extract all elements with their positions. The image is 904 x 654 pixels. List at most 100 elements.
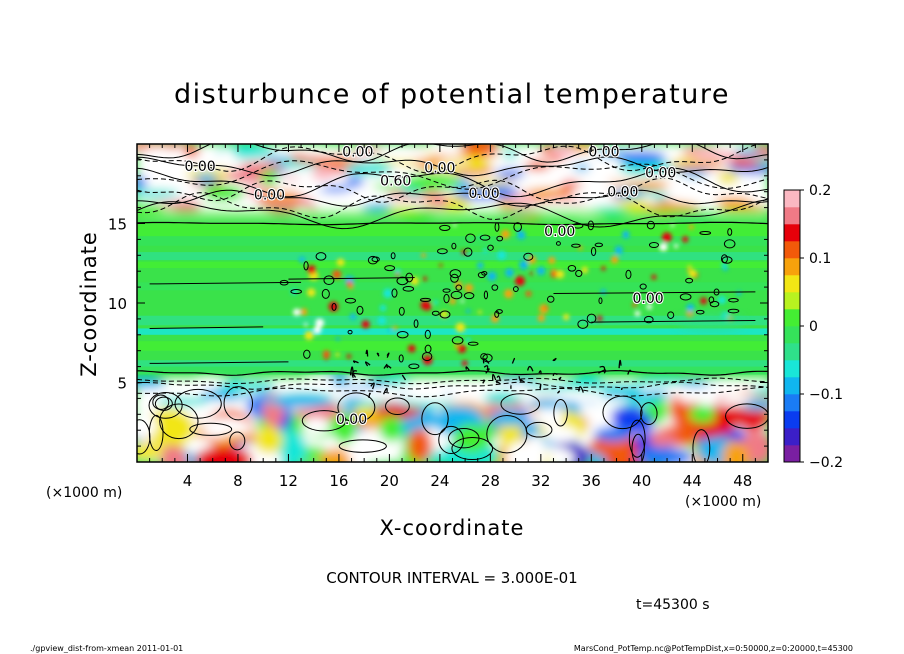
contour-loop-small (450, 273, 459, 283)
contour-loop-small (344, 297, 357, 304)
contour-loop (500, 393, 541, 415)
transition-blob (718, 392, 759, 399)
colorbar-swatch (784, 445, 800, 463)
x-tick-label: 16 (329, 472, 348, 490)
contour-segment (553, 291, 756, 294)
upper-blob (689, 149, 738, 162)
field-spot (500, 229, 510, 239)
contour-loop (421, 402, 449, 436)
x-axis-label: X-coordinate (380, 516, 525, 540)
field-spot (457, 344, 467, 354)
field-spot (601, 266, 606, 271)
contour-loop-small (391, 288, 398, 298)
field-spot (674, 243, 679, 249)
transition-blob (527, 398, 569, 409)
contour-loop-small (594, 242, 604, 248)
y-axis-label: Z-coordinate (77, 231, 101, 377)
upper-blob (260, 171, 279, 186)
x-tick-label: 36 (582, 472, 601, 490)
contour-cluster (518, 375, 521, 379)
footer-left: ./gpview_dist-from-xmean 2011-01-01 (30, 644, 183, 653)
field-spot (548, 256, 556, 265)
contour-cluster (618, 359, 622, 369)
contour-label: 0.60 (380, 173, 411, 189)
field-spot (349, 313, 357, 320)
contour-loop-small (463, 247, 473, 257)
upper-blob (376, 151, 433, 161)
contour-cluster (382, 387, 388, 395)
upper-blob (144, 146, 173, 154)
contour-loop-small (496, 235, 504, 242)
lower-blob (137, 443, 164, 461)
contour-loop-small (727, 228, 733, 236)
field-band (137, 341, 768, 351)
contour-loop-small (572, 222, 584, 229)
colorbar-swatch (784, 190, 800, 208)
upper-blob (202, 184, 244, 202)
contour-loop-small (546, 295, 555, 303)
colorbar-tick-label: −0.1 (809, 387, 843, 403)
contour-loop-small (567, 264, 577, 272)
contour-line-negative (137, 381, 768, 390)
upper-blob (524, 169, 566, 187)
colorbar-swatch (784, 394, 800, 412)
contour-loop-small (451, 336, 464, 345)
contour-loop-small (590, 246, 597, 257)
y-tick-label: 5 (117, 375, 127, 393)
contour-loop-small (465, 233, 476, 243)
contour-cluster (578, 386, 584, 393)
field-patch (677, 312, 746, 333)
contour-loop-small (442, 288, 451, 293)
contour-loop-small (437, 248, 448, 255)
contour-loop-small (331, 302, 337, 311)
contour-cluster (383, 363, 388, 369)
contour-segment (149, 361, 289, 364)
contour-label: 0.00 (645, 165, 676, 181)
contour-loop-small (402, 285, 415, 292)
contour-cluster (349, 366, 354, 376)
transition-blob (216, 379, 277, 393)
field-spot (304, 330, 314, 341)
field-spot (439, 263, 443, 267)
field-spot (581, 266, 588, 274)
contour-cluster (370, 382, 375, 390)
contour-loop-small (424, 344, 432, 354)
contour-interval-text: CONTOUR INTERVAL = 3.000E-01 (326, 569, 577, 587)
contour-loop-small (467, 341, 479, 346)
contour-loop (553, 398, 568, 427)
contour-loop-small (390, 252, 396, 260)
contour-cluster (491, 373, 497, 381)
field-band (137, 360, 768, 370)
contour-segment (149, 281, 302, 285)
upper-blob (218, 148, 236, 164)
field-band (137, 236, 768, 246)
contour-cluster (351, 370, 358, 376)
contour-line-positive (137, 189, 768, 207)
contour-loop-small (513, 222, 522, 232)
transition-blob (300, 374, 335, 389)
transition-blob (406, 382, 451, 396)
contour-line-negative (137, 386, 768, 398)
lower-blob (160, 445, 187, 462)
field-spot (687, 268, 691, 272)
upper-blob (670, 164, 726, 171)
contour-loop-small (479, 234, 491, 241)
field-blobs (137, 144, 768, 462)
lower-blob (634, 447, 693, 462)
contour-loop-small (419, 297, 431, 302)
upper-blob (454, 188, 506, 200)
transition-blob (189, 375, 227, 388)
field-spot (700, 297, 708, 305)
field-spot (505, 268, 514, 277)
contour-loop (602, 395, 643, 430)
colorbar-swatch (784, 428, 800, 446)
field-spot (382, 288, 393, 299)
contour-loop-small (481, 270, 488, 276)
field-spot (661, 232, 672, 243)
field-spot (361, 320, 370, 329)
upper-blob (346, 185, 377, 194)
contour-cluster (482, 379, 486, 384)
field-spot (315, 318, 325, 328)
field-spot (393, 326, 398, 331)
field-spot (304, 322, 308, 327)
